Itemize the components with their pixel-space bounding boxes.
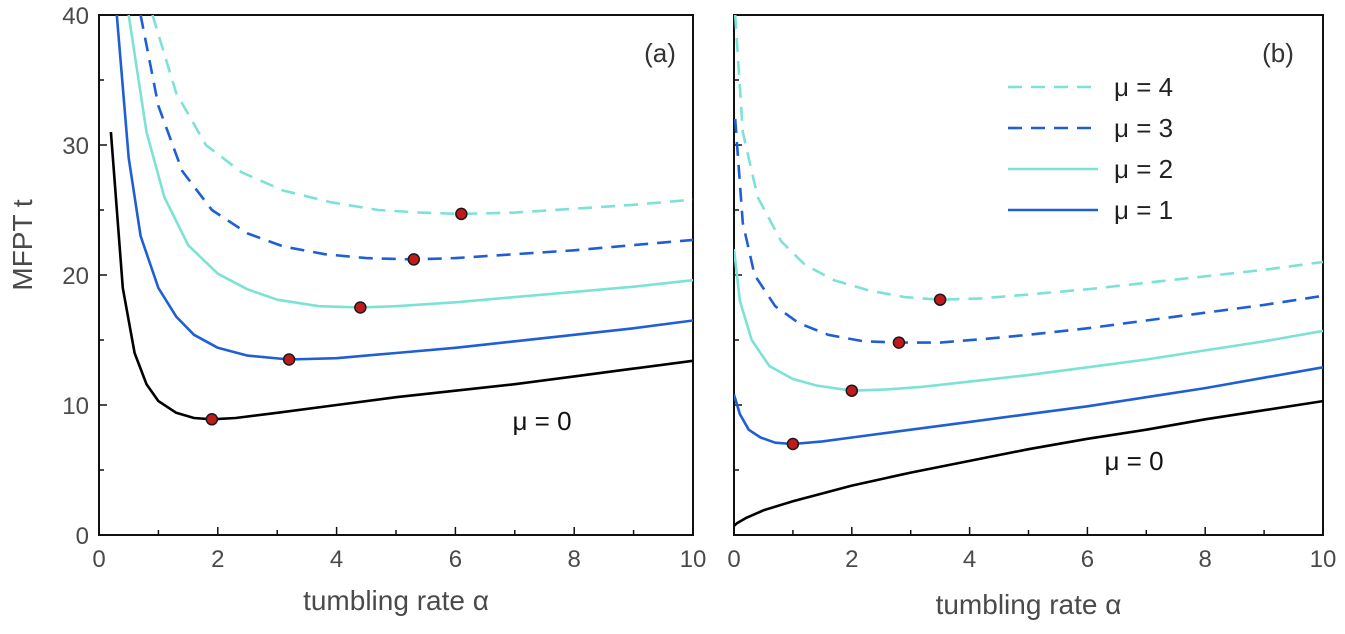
y-tick-label: 40 bbox=[62, 3, 89, 30]
series-group bbox=[109, 15, 693, 421]
legend-label: μ = 1 bbox=[1114, 195, 1173, 225]
x-tick-label: 4 bbox=[963, 546, 976, 573]
x-tick-label: 10 bbox=[680, 546, 707, 573]
x-tick-label: 10 bbox=[1310, 546, 1337, 573]
minimum-point bbox=[786, 437, 800, 451]
minimum-point bbox=[354, 301, 367, 314]
series-line bbox=[734, 15, 1323, 301]
plot-frame bbox=[98, 14, 694, 536]
minimum-point bbox=[407, 253, 421, 266]
y-tick-label: 0 bbox=[76, 523, 89, 550]
legend-label: μ = 3 bbox=[1114, 113, 1173, 143]
x-tick-label: 8 bbox=[1199, 546, 1212, 573]
series-group bbox=[734, 15, 1323, 527]
x-tick-label: 0 bbox=[92, 546, 105, 573]
x-tick-label: 8 bbox=[568, 546, 581, 573]
minimum-point bbox=[845, 384, 859, 397]
minimum-point bbox=[205, 413, 219, 426]
x-axis-label: tumbling rate α bbox=[303, 585, 489, 616]
series-line bbox=[127, 15, 693, 309]
series-line bbox=[734, 399, 1323, 527]
y-axis-label: MFPT t bbox=[7, 199, 38, 290]
series-line bbox=[734, 366, 1323, 446]
curve-annotation: μ = 0 bbox=[512, 406, 571, 436]
minimum-point bbox=[455, 207, 468, 221]
series-line bbox=[151, 15, 693, 216]
x-axis-label: tumbling rate α bbox=[936, 589, 1122, 620]
panel-b: 0 2 4 6 8 10 tumbling rate α (b) μ = 0 μ = 4 μ = 3… bbox=[727, 14, 1337, 620]
minimum-point bbox=[282, 353, 296, 366]
series-line bbox=[109, 131, 693, 421]
x-tick-label: 2 bbox=[211, 546, 224, 573]
x-tick-label: 0 bbox=[727, 546, 740, 573]
series-line bbox=[115, 15, 693, 361]
legend: μ = 4 μ = 3 μ = 2 μ = 1 bbox=[1008, 72, 1173, 225]
panel-label: (b) bbox=[1262, 38, 1294, 68]
y-tick-label: 10 bbox=[62, 393, 89, 420]
x-tick-label: 6 bbox=[1081, 546, 1094, 573]
series-line bbox=[139, 15, 693, 261]
x-tick-label: 6 bbox=[449, 546, 462, 573]
series-line bbox=[734, 248, 1323, 392]
series-line bbox=[734, 118, 1323, 344]
legend-label: μ = 2 bbox=[1114, 154, 1173, 184]
curve-annotation: μ = 0 bbox=[1104, 446, 1163, 476]
legend-label: μ = 4 bbox=[1114, 72, 1173, 102]
minimum-point bbox=[892, 336, 906, 349]
y-tick-label: 20 bbox=[62, 263, 89, 290]
x-tick-label: 2 bbox=[845, 546, 858, 573]
y-tick-label: 30 bbox=[62, 133, 89, 160]
x-tick-label: 4 bbox=[330, 546, 343, 573]
panel-label: (a) bbox=[644, 38, 676, 68]
panel-a: 0 2 4 6 8 10 0 10 20 30 40 tumbling rate α MFPT t (a)… bbox=[7, 3, 706, 616]
minimum-point bbox=[933, 293, 947, 306]
